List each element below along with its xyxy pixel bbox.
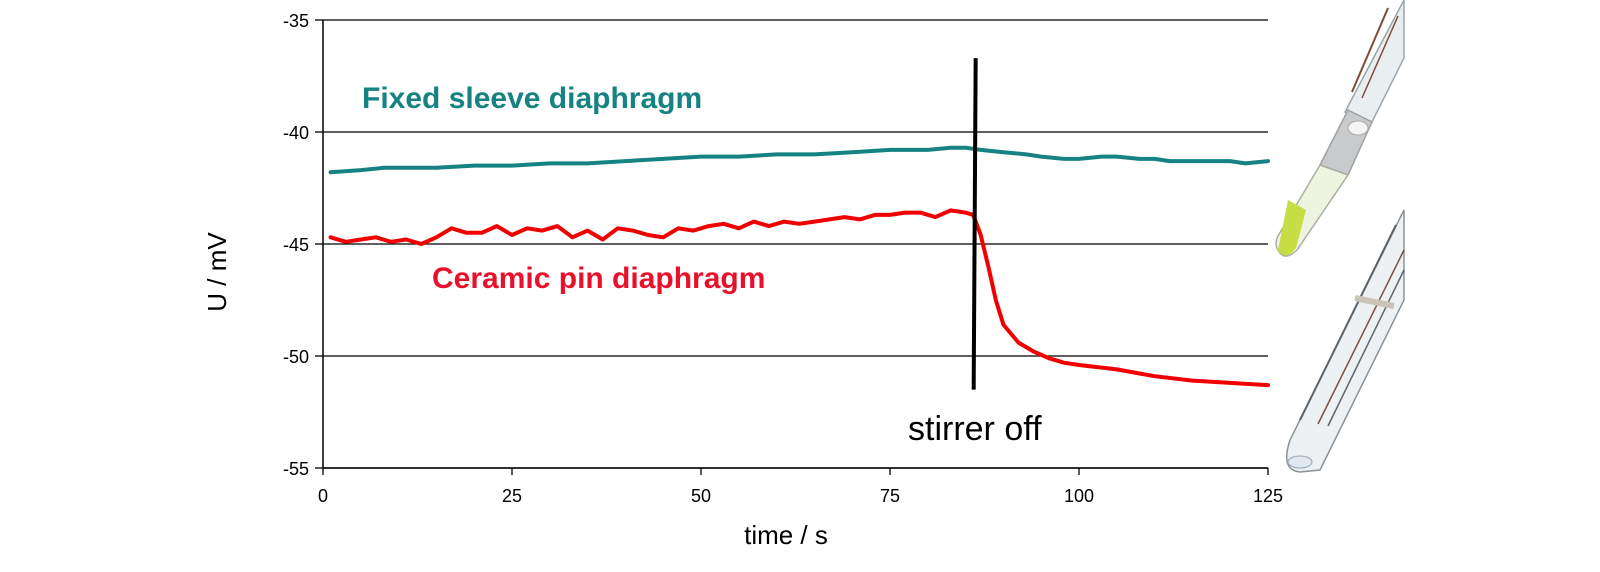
y-axis-label: U / mV <box>202 232 232 312</box>
stirrer-off-marker <box>971 58 978 390</box>
stirrer-off-label: stirrer off <box>908 410 1042 448</box>
x-tick-label: 0 <box>318 486 328 506</box>
series-label-fixed-sleeve: Fixed sleeve diaphragm <box>362 82 702 115</box>
stirrer-off-line <box>971 58 978 390</box>
series-line-ceramic-pin-diaphragm <box>328 208 1270 388</box>
y-tick-label: -35 <box>283 11 309 31</box>
x-tick-label: 100 <box>1064 486 1094 506</box>
x-tick-label: 125 <box>1253 486 1283 506</box>
y-tick-label: -40 <box>283 123 309 143</box>
y-tick-labels: -35 -40 -45 -50 -55 <box>283 11 323 479</box>
series-label-ceramic-pin: Ceramic pin diaphragm <box>432 262 765 295</box>
x-axis-label: time / s <box>744 520 828 550</box>
y-tick-label: -50 <box>283 347 309 367</box>
y-tick-label: -45 <box>283 235 309 255</box>
x-tick-label: 50 <box>691 486 711 506</box>
series-lines <box>328 145 1270 388</box>
x-tick-label: 75 <box>880 486 900 506</box>
x-tick-labels: 0 25 50 75 100 125 <box>318 468 1283 506</box>
series-line-fixed-sleeve-diaphragm <box>328 145 1270 175</box>
electrode-photo-fixed-sleeve <box>1275 0 1405 257</box>
electrode-photo-ceramic-pin <box>1285 209 1405 473</box>
y-tick-label: -55 <box>283 459 309 479</box>
x-tick-label: 25 <box>502 486 522 506</box>
